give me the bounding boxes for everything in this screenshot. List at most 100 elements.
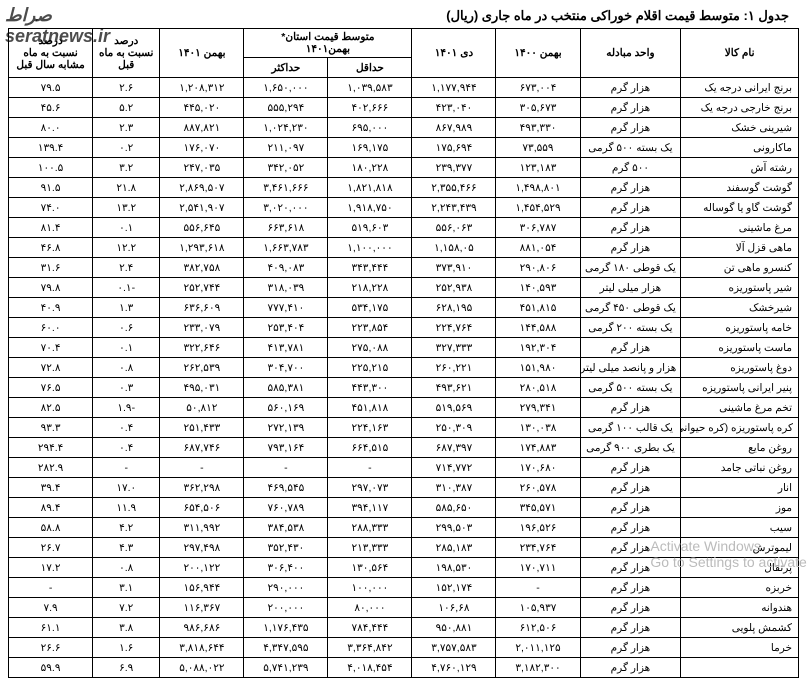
cell-b1400: ۱۷۰,۷۱۱ (496, 558, 580, 578)
cell-pct_y: ۵۹.۹ (9, 658, 93, 678)
col-avg-group: متوسط قیمت استان* بهمن۱۴۰۱ (244, 29, 412, 58)
cell-pct_m: ۰.۲ (93, 138, 160, 158)
cell-b1400: ۳۴۵,۵۷۱ (496, 498, 580, 518)
cell-b1401: ۸۸۷,۸۲۱ (160, 118, 244, 138)
cell-b1401: ۲,۵۴۱,۹۰۷ (160, 198, 244, 218)
table-row: خربزههزار گرم-۱۵۲,۱۷۴۱۰۰,۰۰۰۲۹۰,۰۰۰۱۵۶,۹… (9, 578, 799, 598)
col-max: حداکثر (244, 58, 328, 78)
cell-pct_m: -۰.۱ (93, 278, 160, 298)
cell-pct_y: ۲۶.۷ (9, 538, 93, 558)
cell-pct_y: ۸۱.۴ (9, 218, 93, 238)
table-row: هزار گرم۳,۱۸۲,۳۰۰۴,۷۶۰,۱۲۹۴,۰۱۸,۴۵۴۵,۷۴۱… (9, 658, 799, 678)
cell-b1401: ۲۵۱,۴۳۳ (160, 418, 244, 438)
cell-dey: ۳۲۷,۳۳۳ (412, 338, 496, 358)
cell-min: ۳۹۴,۱۱۷ (328, 498, 412, 518)
cell-name: انار (681, 478, 799, 498)
cell-min: ۲۸۸,۳۳۳ (328, 518, 412, 538)
cell-b1401: ۹۸۶,۶۸۶ (160, 618, 244, 638)
cell-max: ۶۶۳,۶۱۸ (244, 218, 328, 238)
cell-max: ۳,۰۲۰,۰۰۰ (244, 198, 328, 218)
cell-b1401: ۳۸۲,۷۵۸ (160, 258, 244, 278)
cell-pct_m: ۱۱.۹ (93, 498, 160, 518)
cell-unit: ۵۰۰ گرم (580, 158, 681, 178)
cell-name: شیرینی خشک (681, 118, 799, 138)
cell-b1400: ۱,۴۵۴,۵۲۹ (496, 198, 580, 218)
table-row: خرماهزار گرم۲,۰۱۱,۱۲۵۳,۷۵۷,۵۸۳۳,۳۶۴,۸۴۲۴… (9, 638, 799, 658)
cell-unit: هزار گرم (580, 538, 681, 558)
cell-name: گوشت گاو یا گوساله (681, 198, 799, 218)
cell-max: ۳۰۴,۷۰۰ (244, 358, 328, 378)
cell-b1401: ۱,۲۰۸,۳۱۲ (160, 78, 244, 98)
cell-unit: هزار گرم (580, 598, 681, 618)
cell-pct_m: ۱.۳ (93, 298, 160, 318)
cell-unit: هزار گرم (580, 398, 681, 418)
cell-pct_m: ۱۲.۲ (93, 238, 160, 258)
cell-pct_m: ۱.۶ (93, 638, 160, 658)
cell-min: ۶۹۵,۰۰۰ (328, 118, 412, 138)
cell-pct_m: -۱.۹ (93, 398, 160, 418)
cell-max: ۳۱۸,۰۳۹ (244, 278, 328, 298)
cell-dey: ۳۷۳,۹۱۰ (412, 258, 496, 278)
cell-dey: ۶۲۸,۱۹۵ (412, 298, 496, 318)
cell-pct_m: - (93, 458, 160, 478)
cell-pct_y: ۸۲.۵ (9, 398, 93, 418)
cell-min: ۳,۳۶۴,۸۴۲ (328, 638, 412, 658)
cell-dey: ۴۲۳,۰۴۰ (412, 98, 496, 118)
cell-max: ۵۵۵,۲۹۴ (244, 98, 328, 118)
cell-b1400: ۲۷۹,۳۴۱ (496, 398, 580, 418)
cell-pct_y: ۷.۹ (9, 598, 93, 618)
cell-b1400: ۱۴۴,۵۸۸ (496, 318, 580, 338)
cell-dey: ۵۸۵,۶۵۰ (412, 498, 496, 518)
cell-min: ۶۶۴,۵۱۵ (328, 438, 412, 458)
cell-max: ۲۹۰,۰۰۰ (244, 578, 328, 598)
cell-min: ۲۷۵,۰۸۸ (328, 338, 412, 358)
cell-name: هندوانه (681, 598, 799, 618)
col-unit: واحد مبادله (580, 29, 681, 78)
cell-b1401: ۱۱۶,۳۶۷ (160, 598, 244, 618)
cell-dey: ۵۵۶,۰۶۳ (412, 218, 496, 238)
cell-b1400: ۲,۰۱۱,۱۲۵ (496, 638, 580, 658)
table-row: شیر پاستوریزههزار میلی لیتر۱۴۰,۵۹۳۲۵۲,۹۳… (9, 278, 799, 298)
cell-min: ۲۲۴,۱۶۳ (328, 418, 412, 438)
watermark-logo: صراط seratnews.ir (5, 5, 110, 47)
cell-unit: هزار گرم (580, 558, 681, 578)
cell-pct_m: ۷.۲ (93, 598, 160, 618)
table-row: کشمش پلوییهزار گرم۶۱۲,۵۰۶۹۵۰,۸۸۱۷۸۴,۴۴۴۱… (9, 618, 799, 638)
cell-min: ۲۲۳,۸۵۴ (328, 318, 412, 338)
table-row: برنج خارجی درجه یکهزار گرم۳۰۵,۶۷۳۴۲۳,۰۴۰… (9, 98, 799, 118)
cell-min: ۴۴۳,۳۰۰ (328, 378, 412, 398)
table-row: خامه پاستوریزهیک بسته ۲۰۰ گرمی۱۴۴,۵۸۸۲۲۴… (9, 318, 799, 338)
cell-min: ۲۲۵,۲۱۵ (328, 358, 412, 378)
cell-max: ۴۰۹,۰۸۳ (244, 258, 328, 278)
cell-unit: یک بطری ۹۰۰ گرمی (580, 438, 681, 458)
table-row: موزهزار گرم۳۴۵,۵۷۱۵۸۵,۶۵۰۳۹۴,۱۱۷۷۶۰,۷۸۹۶… (9, 498, 799, 518)
cell-b1400: ۱۲۳,۱۸۳ (496, 158, 580, 178)
cell-pct_y: - (9, 578, 93, 598)
cell-min: - (328, 458, 412, 478)
cell-pct_m: ۳.۸ (93, 618, 160, 638)
cell-dey: ۱۹۸,۵۳۰ (412, 558, 496, 578)
table-row: لیموترشهزار گرم۲۳۴,۷۶۴۲۸۵,۱۸۳۲۱۳,۳۳۳۳۵۲,… (9, 538, 799, 558)
cell-pct_y: ۲۹۴.۴ (9, 438, 93, 458)
cell-dey: ۶۸۷,۳۹۷ (412, 438, 496, 458)
cell-b1400: ۲۶۰,۵۷۸ (496, 478, 580, 498)
cell-max: ۵۶۰,۱۶۹ (244, 398, 328, 418)
cell-min: ۱۸۰,۲۲۸ (328, 158, 412, 178)
cell-b1400: ۱۳۰,۰۳۸ (496, 418, 580, 438)
table-row: رشته آش۵۰۰ گرم۱۲۳,۱۸۳۲۳۹,۳۷۷۱۸۰,۲۲۸۳۴۲,۰… (9, 158, 799, 178)
cell-name: روغن مایع (681, 438, 799, 458)
cell-dey: ۵۱۹,۵۶۹ (412, 398, 496, 418)
cell-b1400: ۱۵۱,۹۸۰ (496, 358, 580, 378)
cell-b1400: ۱۰۵,۹۳۷ (496, 598, 580, 618)
cell-dey: ۲۸۵,۱۸۳ (412, 538, 496, 558)
cell-b1401: ۲۴۷,۰۳۵ (160, 158, 244, 178)
cell-pct_y: ۷۹.۸ (9, 278, 93, 298)
cell-b1400: ۱۷۰,۶۸۰ (496, 458, 580, 478)
price-table: نام کالا واحد مبادله بهمن ۱۴۰۰ دی ۱۴۰۱ م… (8, 28, 799, 678)
cell-b1401: ۲۳۳,۰۷۹ (160, 318, 244, 338)
cell-b1400: ۱۷۴,۸۸۳ (496, 438, 580, 458)
cell-min: ۱۶۹,۱۷۵ (328, 138, 412, 158)
cell-b1401: ۱۵۶,۹۴۴ (160, 578, 244, 598)
cell-name: خربزه (681, 578, 799, 598)
table-row: روغن مایعیک بطری ۹۰۰ گرمی۱۷۴,۸۸۳۶۸۷,۳۹۷۶… (9, 438, 799, 458)
